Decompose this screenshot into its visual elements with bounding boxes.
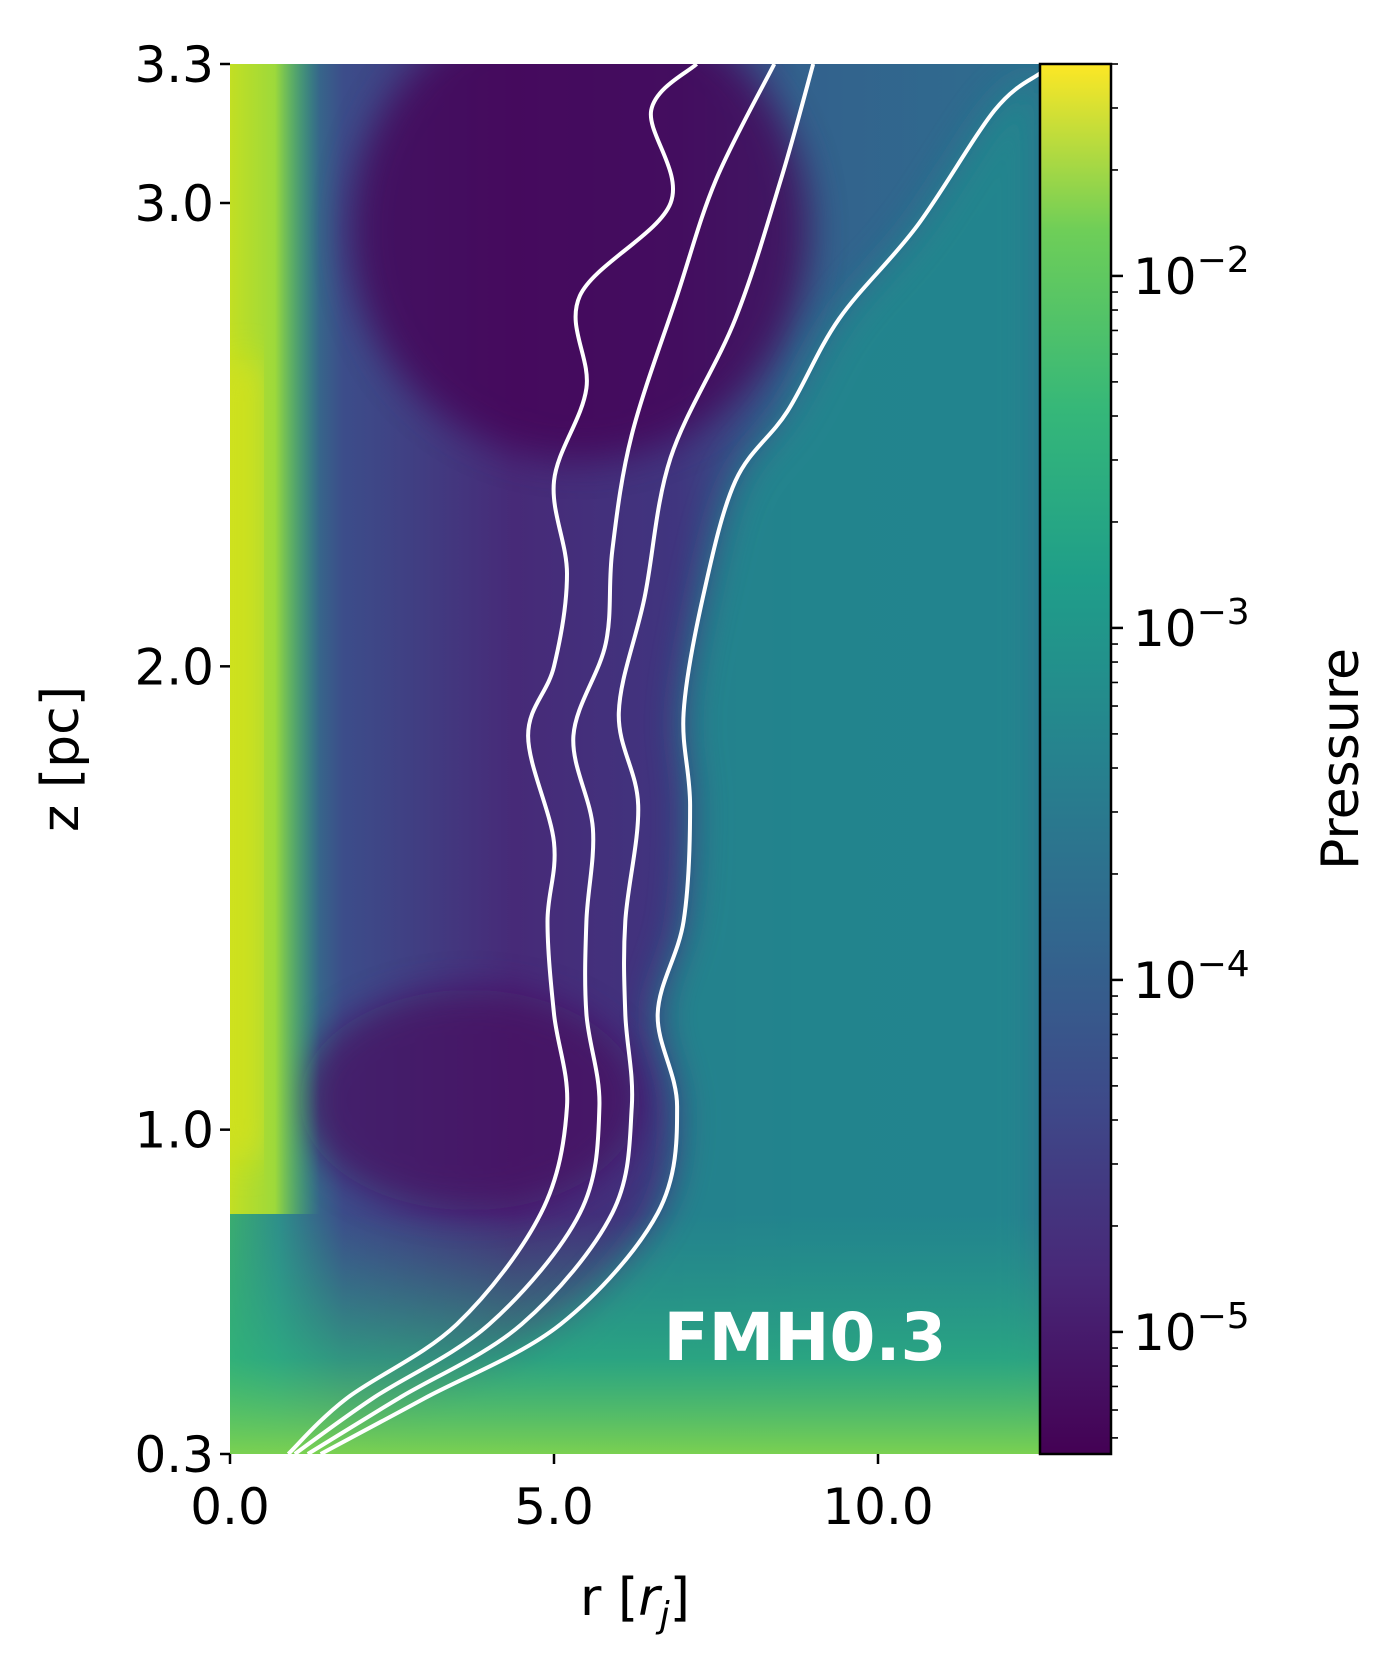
x-axis-title-end: ] <box>670 1568 690 1628</box>
y-axis-ticks: 0.3 1.0 2.0 3.0 3.3 <box>134 36 230 1484</box>
contour-lines <box>286 64 1041 1454</box>
axes: 0.0 5.0 10.0 0.3 1.0 2.0 3.0 3.3 r [rj] z [pc] <box>31 36 934 1636</box>
ambient-medium <box>320 73 1040 1454</box>
colorbar-tick-label: 10−2 <box>1133 240 1250 306</box>
pressure-heatmap: FMH0.3 <box>230 64 1041 1454</box>
panel-label: FMH0.3 <box>664 1299 947 1376</box>
colorbar-gradient <box>1040 64 1111 1454</box>
y-tick-label: 0.3 <box>134 1426 214 1484</box>
y-tick-label: 1.0 <box>134 1102 214 1160</box>
contour-line <box>306 64 816 1454</box>
x-axis-title-main: r [ <box>580 1568 638 1628</box>
contour-line <box>293 64 777 1454</box>
colorbar-label: Pressure <box>1311 648 1371 870</box>
x-tick-label: 5.0 <box>514 1478 594 1536</box>
x-axis-ticks: 0.0 5.0 10.0 <box>190 1454 934 1536</box>
colorbar: 10−5 10−4 10−3 10−2 Pressure <box>1038 62 1371 1456</box>
contour-line <box>286 64 699 1454</box>
colorbar-tick-label: 10−5 <box>1133 1296 1250 1362</box>
y-tick-label: 2.0 <box>134 638 214 696</box>
colorbar-tick-label: 10−4 <box>1133 944 1250 1010</box>
colorbar-tick-label: 10−3 <box>1133 592 1250 658</box>
y-tick-label: 3.0 <box>134 175 214 233</box>
x-axis-title: r [rj] <box>580 1568 690 1636</box>
x-tick-label: 10.0 <box>822 1478 933 1536</box>
colorbar-frame <box>1038 62 1113 1456</box>
y-axis-title: z [pc] <box>31 686 91 832</box>
colorbar-ticks: 10−5 10−4 10−3 10−2 <box>1111 63 1250 1439</box>
x-axis-title-symbol: r <box>638 1568 663 1628</box>
contour-line <box>319 71 1041 1454</box>
y-tick-label: 3.3 <box>134 36 214 94</box>
x-tick-label: 0.0 <box>190 1478 270 1536</box>
